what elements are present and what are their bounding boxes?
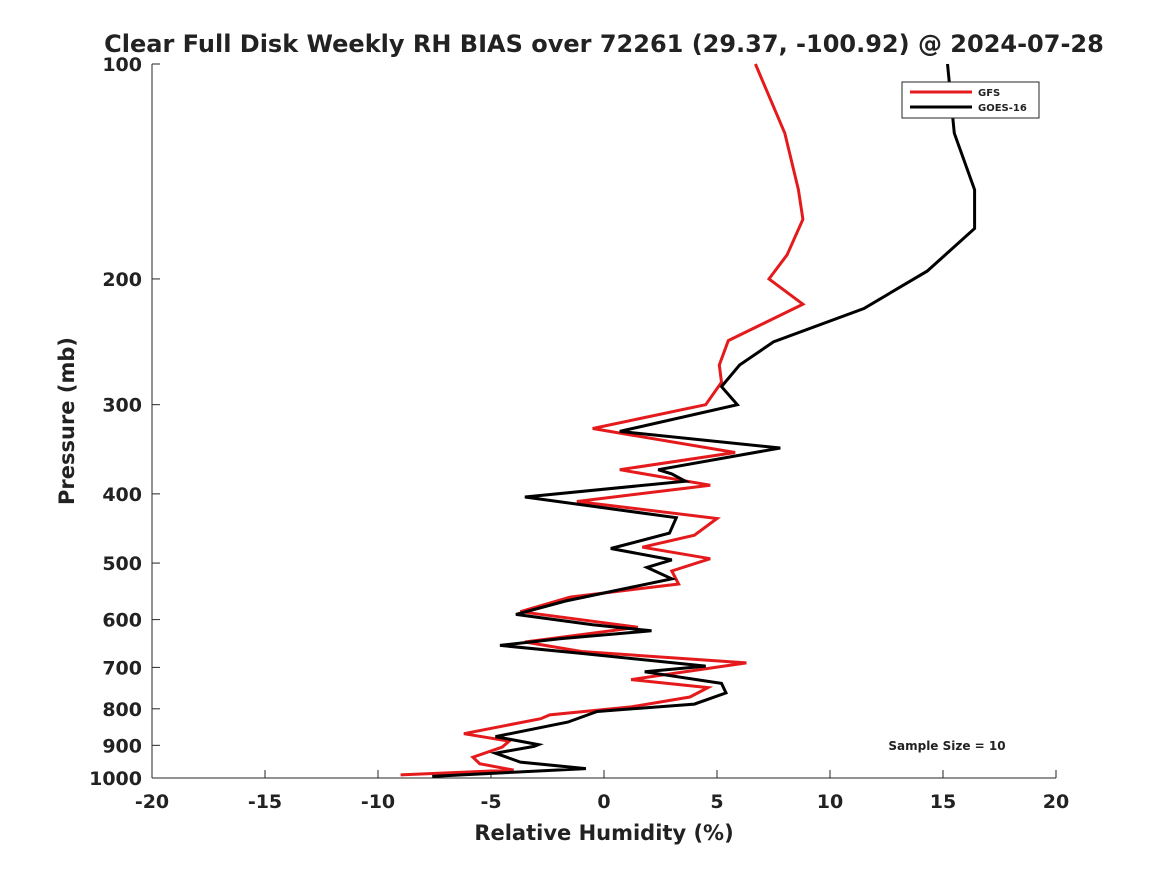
y-tick-label: 600 <box>102 610 142 632</box>
series-line-gfs <box>400 63 806 777</box>
y-tick-label: 500 <box>102 553 142 575</box>
chart-legend: GFS GOES-16 <box>901 81 1040 119</box>
plot-background <box>152 64 1056 778</box>
y-tick-label: 200 <box>102 269 142 291</box>
y-axis-ticks: 100 200 300 400 500 600 700 800 900 1000 <box>89 54 160 790</box>
series-line-goes-16 <box>432 63 977 778</box>
y-tick-label: 100 <box>102 54 142 76</box>
y-tick-label: 800 <box>102 699 142 721</box>
sample-size-annotation: Sample Size = 10 <box>888 739 1005 753</box>
series-layer <box>400 63 977 778</box>
y-tick-label: 300 <box>102 395 142 417</box>
y-tick-label: 400 <box>102 484 142 506</box>
x-tick-label: 15 <box>930 791 956 813</box>
x-tick-label: -15 <box>248 791 282 813</box>
plot-area <box>151 64 1056 779</box>
x-tick-label: -20 <box>135 791 169 813</box>
legend-label-goes16: GOES-16 <box>978 103 1027 114</box>
y-tick-label: 900 <box>102 735 142 757</box>
x-tick-label: 20 <box>1043 791 1069 813</box>
x-axis-label: Relative Humidity (%) <box>474 821 733 845</box>
x-axis-ticks: -20 -15 -10 -5 0 5 10 15 20 <box>135 770 1069 813</box>
legend-label-gfs: GFS <box>978 88 1000 99</box>
y-tick-label: 1000 <box>89 768 142 790</box>
y-axis-label: Pressure (mb) <box>55 337 79 505</box>
x-tick-label: 0 <box>597 791 610 813</box>
legend-box <box>901 81 1040 119</box>
x-tick-label: -5 <box>480 791 501 813</box>
x-tick-label: 10 <box>817 791 843 813</box>
chart-title: Clear Full Disk Weekly RH BIAS over 7226… <box>104 30 1104 58</box>
x-tick-label: 5 <box>710 791 723 813</box>
x-tick-label: -10 <box>361 791 395 813</box>
y-tick-label: 700 <box>102 657 142 679</box>
